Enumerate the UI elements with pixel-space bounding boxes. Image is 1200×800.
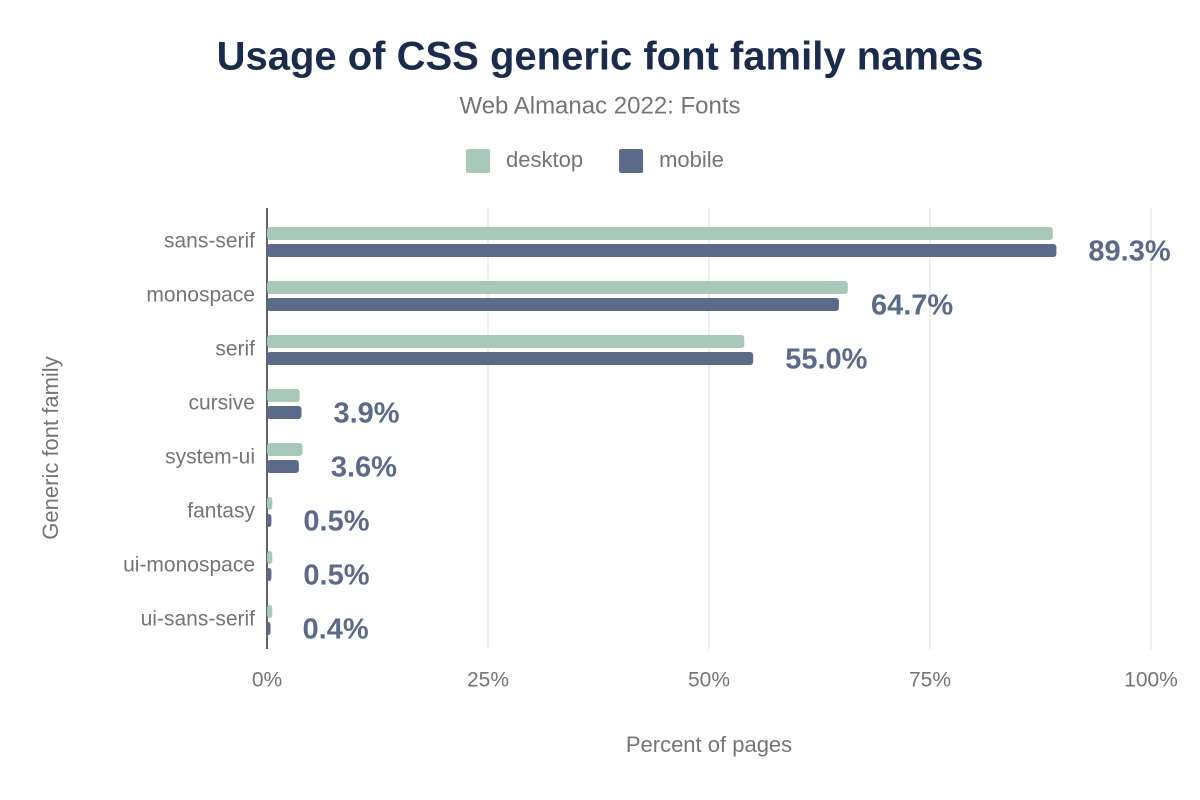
x-tick-label: 25% [467, 669, 509, 692]
legend-swatch [619, 149, 644, 173]
y-tick-label: ui-sans-serif [141, 608, 256, 631]
bar [267, 443, 303, 456]
bar [267, 514, 272, 527]
y-axis-title: Generic font family [38, 356, 63, 539]
legend-label: mobile [659, 147, 724, 172]
bar [267, 497, 273, 510]
legend-label: desktop [506, 147, 583, 172]
data-label: 0.5% [303, 560, 369, 592]
data-label: 64.7% [871, 290, 953, 322]
x-tick-label: 75% [909, 669, 951, 692]
x-tick-label: 0% [252, 669, 282, 692]
y-tick-label: serif [215, 338, 255, 361]
y-tick-label: system-ui [165, 446, 255, 469]
bar [267, 244, 1057, 257]
bar [267, 389, 300, 402]
data-label: 0.5% [303, 506, 369, 538]
y-tick-label: sans-serif [164, 230, 255, 253]
bar [267, 406, 302, 419]
y-tick-label: fantasy [187, 500, 255, 523]
bar [267, 460, 299, 473]
bar [267, 622, 271, 635]
data-label: 3.6% [331, 452, 397, 484]
x-axis-title: Percent of pages [626, 732, 792, 757]
bar [267, 298, 839, 311]
x-tick-label: 50% [688, 669, 730, 692]
y-tick-label: cursive [188, 392, 255, 415]
bar [267, 568, 272, 581]
bar [267, 227, 1053, 240]
x-tick-label: 100% [1124, 669, 1178, 692]
chart-title: Usage of CSS generic font family names [217, 35, 984, 79]
data-label: 89.3% [1088, 236, 1170, 268]
y-tick-label: monospace [146, 284, 255, 307]
chart-subtitle: Web Almanac 2022: Fonts [459, 92, 740, 119]
bar [267, 352, 754, 365]
data-label: 0.4% [303, 614, 369, 646]
bar [267, 335, 745, 348]
bar [267, 281, 848, 294]
y-tick-label: ui-monospace [123, 554, 255, 577]
data-label: 55.0% [785, 344, 867, 376]
data-label: 3.9% [333, 398, 399, 430]
legend-swatch [466, 149, 490, 173]
bar [267, 605, 273, 618]
bar [267, 551, 273, 564]
